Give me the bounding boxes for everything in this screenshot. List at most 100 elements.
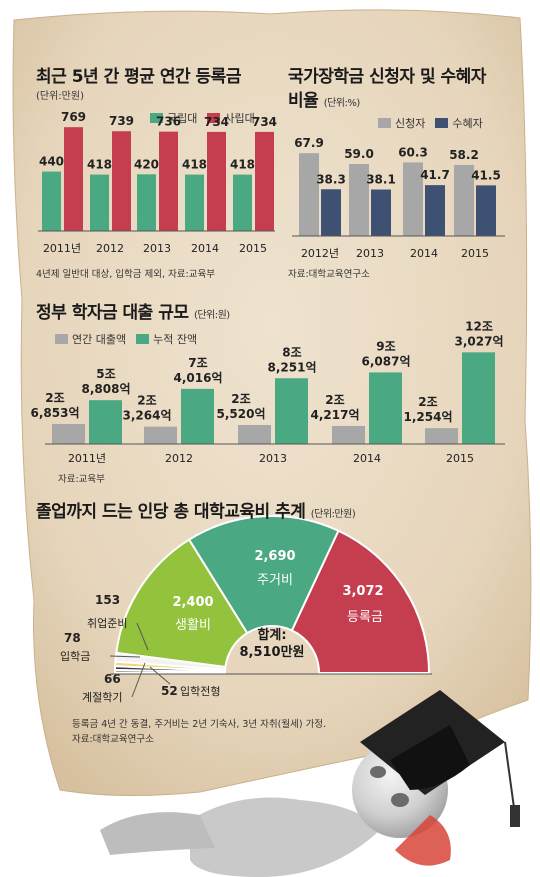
bar-label-public-4: 418 bbox=[230, 158, 255, 172]
bar-applicant-2 bbox=[403, 162, 423, 236]
bar-label-annual-1-b: 3,264억 bbox=[123, 409, 172, 423]
chart4-title-text: 졸업까지 드는 인당 총 대학교육비 추계 bbox=[36, 502, 306, 522]
pie-total: 합계: 8,510만원 bbox=[232, 627, 312, 661]
bar-private-4 bbox=[255, 131, 274, 231]
bar-public-2 bbox=[137, 174, 156, 231]
chart1-source: 4년제 일반대 대상, 입학금 제외, 자료:교육부 bbox=[36, 269, 215, 280]
x-tick-chart3-0: 2011년 bbox=[68, 452, 106, 465]
chart2-unit: (단위:%) bbox=[323, 98, 361, 109]
bar-label-annual-4-a: 2조 bbox=[418, 395, 437, 409]
pie-value-4: 78 bbox=[64, 631, 81, 645]
chart4-note: 등록금 4년 간 동결, 주거비는 2년 기숙사, 3년 자취(월세) 가정. bbox=[72, 719, 327, 730]
bar-label-applicant-1: 59.0 bbox=[344, 147, 374, 161]
legend-cumulative-label: 누적 잔액 bbox=[153, 333, 198, 346]
pie-value-5: 66 bbox=[104, 672, 121, 686]
bar-annual-4 bbox=[425, 428, 458, 444]
bar-private-3 bbox=[207, 131, 226, 231]
bar-label-cumulative-0-b: 8,808억 bbox=[82, 382, 131, 396]
bar-label-annual-0-a: 2조 bbox=[45, 391, 64, 405]
bar-applicant-1 bbox=[349, 164, 369, 236]
chart3-title-text: 정부 학자금 대출 규모 bbox=[36, 303, 189, 323]
bar-label-private-2: 736 bbox=[156, 115, 181, 129]
pie-value-0: 3,072 bbox=[342, 584, 383, 599]
pie-name-6: 입학전형 bbox=[180, 685, 220, 698]
mannequin-illustration bbox=[100, 690, 520, 877]
bar-label-cumulative-3-a: 9조 bbox=[376, 339, 395, 353]
pie-leader-4 bbox=[109, 655, 141, 658]
bar-cumulative-4 bbox=[462, 352, 495, 444]
bar-label-cumulative-3-b: 6,087억 bbox=[362, 354, 411, 368]
chart3-unit: (단위:원) bbox=[193, 310, 230, 321]
x-tick-chart1-1: 2012 bbox=[96, 242, 124, 255]
bar-label-public-3: 418 bbox=[182, 158, 207, 172]
bar-label-cumulative-1-a: 7조 bbox=[188, 356, 207, 370]
bar-label-applicant-3: 58.2 bbox=[449, 148, 479, 162]
chart1-legend: 국립대 사립대 bbox=[150, 110, 265, 126]
chart3-title: 정부 학자금 대출 규모 (단위:원) bbox=[36, 298, 230, 323]
pie-name-5: 계절학기 bbox=[82, 691, 122, 704]
bar-annual-1 bbox=[144, 426, 177, 444]
x-tick-chart1-3: 2014 bbox=[191, 242, 219, 255]
x-tick-chart2-1: 2013 bbox=[356, 247, 384, 260]
bar-annual-3 bbox=[332, 425, 365, 444]
bar-recipient-0 bbox=[321, 189, 341, 236]
legend-public-label: 국립대 bbox=[167, 112, 198, 125]
bar-label-public-1: 418 bbox=[87, 158, 112, 172]
bar-recipient-1 bbox=[371, 189, 391, 236]
bar-label-cumulative-2-b: 8,251억 bbox=[268, 360, 317, 374]
chart2-source: 자료:대학교육연구소 bbox=[288, 269, 370, 280]
pie-name-4: 입학금 bbox=[60, 650, 90, 663]
bar-public-0 bbox=[42, 171, 61, 231]
legend-private-swatch bbox=[207, 113, 221, 123]
bar-cumulative-2 bbox=[275, 378, 308, 444]
bar-label-public-0: 440 bbox=[39, 155, 64, 169]
bar-cumulative-1 bbox=[181, 388, 214, 444]
x-tick-chart1-0: 2011년 bbox=[43, 242, 81, 255]
chart4-source: 자료:대학교육연구소 bbox=[72, 734, 154, 745]
chart3-legend: 연간 대출액 누적 잔액 bbox=[55, 331, 207, 347]
bar-label-annual-3-b: 4,217억 bbox=[311, 408, 360, 422]
bar-label-private-1: 739 bbox=[109, 114, 134, 128]
bar-private-0 bbox=[64, 127, 83, 231]
x-tick-chart2-3: 2015 bbox=[461, 247, 489, 260]
bar-applicant-3 bbox=[454, 164, 474, 236]
chart4-title: 졸업까지 드는 인당 총 대학교육비 추계 (단위:만원) bbox=[36, 497, 356, 522]
legend-recipient-label: 수혜자 bbox=[452, 117, 483, 130]
bar-label-applicant-0: 67.9 bbox=[294, 136, 324, 150]
pie-name-1: 주거비 bbox=[257, 573, 293, 588]
bar-public-3 bbox=[185, 174, 204, 231]
x-tick-chart3-2: 2013 bbox=[259, 452, 287, 465]
pie-leader-3 bbox=[136, 622, 149, 651]
bar-label-cumulative-4-a: 12조 bbox=[465, 319, 493, 333]
pie-slice-0 bbox=[290, 529, 431, 674]
bar-label-annual-4-b: 1,254억 bbox=[404, 410, 453, 424]
bar-cumulative-0 bbox=[89, 400, 122, 444]
bar-label-private-0: 769 bbox=[61, 110, 86, 124]
legend-annual-label: 연간 대출액 bbox=[72, 333, 127, 346]
chart2-title-line2: 비율 (단위:%) bbox=[288, 86, 360, 111]
x-tick-chart3-4: 2015 bbox=[446, 452, 474, 465]
x-tick-chart3-3: 2014 bbox=[353, 452, 381, 465]
pie-name-2: 생활비 bbox=[175, 618, 211, 633]
bar-public-1 bbox=[90, 174, 109, 231]
bar-label-recipient-0: 38.3 bbox=[316, 172, 346, 186]
legend-applicant-swatch bbox=[378, 118, 391, 128]
x-tick-chart2-2: 2014 bbox=[410, 247, 438, 260]
bar-label-annual-2-a: 2조 bbox=[231, 392, 250, 406]
bar-label-annual-1-a: 2조 bbox=[137, 394, 156, 408]
bar-label-private-4: 734 bbox=[252, 115, 277, 129]
legend-private-label: 사립대 bbox=[224, 112, 255, 125]
pie-value-1: 2,690 bbox=[254, 549, 295, 564]
bar-annual-2 bbox=[238, 424, 271, 444]
x-tick-chart1-4: 2015 bbox=[239, 242, 267, 255]
bar-label-cumulative-4-b: 3,027억 bbox=[455, 334, 504, 348]
bar-label-annual-3-a: 2조 bbox=[325, 393, 344, 407]
bar-public-4 bbox=[233, 174, 252, 231]
pie-value-3: 153 bbox=[95, 593, 120, 607]
chart1-unit: (단위:만원) bbox=[36, 91, 84, 102]
chart2-legend: 신청자 수혜자 bbox=[378, 115, 493, 131]
legend-cumulative-swatch bbox=[136, 334, 150, 344]
bar-label-private-3: 734 bbox=[204, 115, 229, 129]
bar-label-annual-0-b: 6,853억 bbox=[31, 406, 80, 420]
